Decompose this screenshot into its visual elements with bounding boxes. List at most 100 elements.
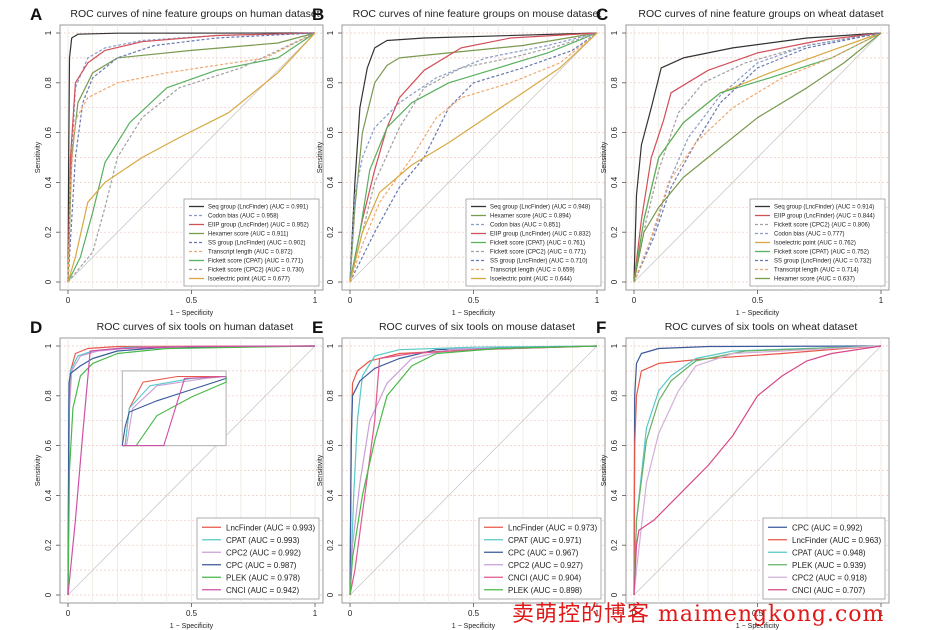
y-tick-label: 0.8 <box>44 390 53 402</box>
roc-chart-c: 0 0.2 0.4 0.6 0.8 1 0 0.5 1 1 − Specificity Sensit… <box>601 24 890 317</box>
x-tick-label: 1 <box>313 609 318 618</box>
legend-label: CPAT (AUC = 0.948) <box>792 548 866 557</box>
x-tick-label: 1 <box>313 296 318 305</box>
legend-label: Isoelectric point (AUC = 0.762) <box>774 241 856 247</box>
y-tick-label: 0 <box>44 279 53 284</box>
chart-title: ROC curves of nine feature groups on whe… <box>638 8 884 20</box>
roc-curve <box>67 32 316 283</box>
legend: LncFinder (AUC = 0.973) CPAT (AUC = 0.971… <box>478 517 602 600</box>
diagonal-reference-line <box>349 32 598 283</box>
legend-label: Hexamer score (AUC = 0.894) <box>490 214 571 220</box>
panel-letter: E <box>312 318 324 337</box>
y-tick-label: 0 <box>44 592 53 597</box>
legend-label: Isoelectric point (AUC = 0.677) <box>208 277 290 283</box>
legend-label: CNCI (AUC = 0.707) <box>792 586 865 595</box>
x-tick-label: 0 <box>348 609 353 618</box>
roc-curve <box>633 32 882 283</box>
roc-curve <box>633 32 882 283</box>
y-axis-label: Sensitivity <box>317 141 324 173</box>
legend-label: CPC2 (AUC = 0.992) <box>226 548 301 557</box>
y-tick-label: 0.6 <box>44 439 53 451</box>
roc-curve <box>67 345 316 596</box>
y-axis-label: Sensitivity <box>601 141 608 173</box>
chart-title: ROC curves of nine feature groups on hum… <box>70 8 320 20</box>
legend-label: LncFinder (AUC = 0.993) <box>226 523 315 532</box>
y-tick-label: 0 <box>326 592 335 597</box>
y-tick-label: 0.2 <box>610 226 619 238</box>
x-tick-label: 1 <box>595 609 600 618</box>
roc-curve <box>67 32 316 283</box>
series-group <box>633 32 882 283</box>
legend-label: SS group (LncFinder) (AUC = 0.732) <box>774 259 872 265</box>
x-tick-label: 0 <box>66 296 71 305</box>
y-tick-label: 1 <box>610 30 619 35</box>
legend-label: EIIP group (LncFinder) (AUC = 0.832) <box>490 232 591 238</box>
legend-label: CPC (AUC = 0.967) <box>508 548 579 557</box>
legend-label: Seq group (LncFinder) (AUC = 0.914) <box>774 205 874 211</box>
inset-roc-curve <box>122 375 227 447</box>
panel-d: D ROC curves of six tools on human datas… <box>30 318 330 630</box>
roc-curve <box>67 32 316 283</box>
panel-a: A ROC curves of nine feature groups on h… <box>30 5 330 317</box>
roc-chart-f: 00.20.40.60.810 0.5 11 − SpecificitySensit… <box>601 337 890 630</box>
legend-label: Fickett score (CPAT) (AUC = 0.771) <box>208 259 303 265</box>
x-tick-label: 0 <box>632 296 637 305</box>
roc-chart-a: 0 0.2 0.4 0.6 0.8 1 0 0.5 1 1 − Specificity Sensit… <box>35 24 324 317</box>
x-axis-label: 1 − Specificity <box>452 310 496 317</box>
x-axis-label: 1 − Specificity <box>736 310 780 317</box>
diagonal-reference-line <box>67 345 316 596</box>
panel-b: B ROC curves of nine feature groups on m… <box>312 5 612 317</box>
legend-label: Hexamer score (AUC = 0.911) <box>208 232 288 238</box>
legend-label: EIIP group (LncFinder) (AUC = 0.844) <box>774 214 875 220</box>
roc-curve <box>349 345 598 596</box>
y-axis-label: Sensitivity <box>601 454 608 486</box>
roc-curve <box>633 345 882 596</box>
legend-label: Fickett score (CPC2) (AUC = 0.806) <box>774 223 870 229</box>
legend: CPC (AUC = 0.992) LncFinder (AUC = 0.963)… <box>762 517 886 600</box>
legend-label: Codon bias (AUC = 0.777) <box>774 232 845 238</box>
watermark: 卖萌控的博客 maimengkong.com <box>512 602 885 627</box>
x-tick-label: 0.5 <box>186 609 198 618</box>
roc-chart-e: 00.20.40.60.810 0.5 11 − SpecificitySensit… <box>317 337 606 630</box>
chart-title: ROC curves of six tools on mouse dataset <box>378 321 576 333</box>
roc-curve <box>349 32 598 283</box>
y-tick-label: 0 <box>326 279 335 284</box>
legend-label: PLEK (AUC = 0.898) <box>508 586 582 595</box>
y-tick-label: 0.8 <box>44 77 53 89</box>
legend-box <box>749 198 886 287</box>
y-tick-label: 0.6 <box>610 439 619 451</box>
panel-e: E ROC curves of six tools on mouse datas… <box>312 318 612 630</box>
legend-label: Transcript length (AUC = 0.872) <box>208 250 293 256</box>
roc-curve <box>349 32 598 283</box>
roc-curve <box>633 345 882 596</box>
legend-label: Transcript length (AUC = 0.659) <box>490 268 575 274</box>
roc-curve <box>349 32 598 283</box>
panel-letter: F <box>596 318 607 337</box>
roc-curve <box>633 345 882 596</box>
legend: LncFinder (AUC = 0.993) CPAT (AUC = 0.993… <box>196 517 320 600</box>
y-axis-label: Sensitivity <box>317 454 324 486</box>
x-tick-label: 0 <box>348 296 353 305</box>
panel-letter: D <box>30 318 43 337</box>
legend-label: CPC (AUC = 0.992) <box>792 523 863 532</box>
panel-c: C ROC curves of nine feature groups on w… <box>596 5 896 317</box>
roc-curve <box>633 345 882 596</box>
diagonal-reference-line <box>349 345 598 596</box>
x-tick-label: 0 <box>632 609 637 618</box>
roc-curve <box>67 32 316 283</box>
roc-curve <box>349 32 598 283</box>
y-tick-label: 0.6 <box>44 126 53 138</box>
series-group <box>67 345 316 596</box>
x-tick-label: 1 <box>879 296 884 305</box>
y-tick-label: 0.4 <box>610 489 619 501</box>
legend-box <box>465 198 602 287</box>
roc-chart-b: 0 0.2 0.4 0.6 0.8 1 0 0.5 1 1 − Specificity Sensit… <box>317 24 606 317</box>
roc-curve <box>633 345 882 596</box>
y-tick-label: 0.8 <box>610 77 619 89</box>
roc-curve <box>349 345 598 596</box>
legend-label: Fickett score (CPAT) (AUC = 0.761) <box>490 241 585 247</box>
legend-label: CPC (AUC = 0.987) <box>226 561 297 570</box>
y-tick-label: 0.2 <box>610 539 619 551</box>
roc-curve <box>349 32 598 283</box>
y-tick-label: 0 <box>610 279 619 284</box>
